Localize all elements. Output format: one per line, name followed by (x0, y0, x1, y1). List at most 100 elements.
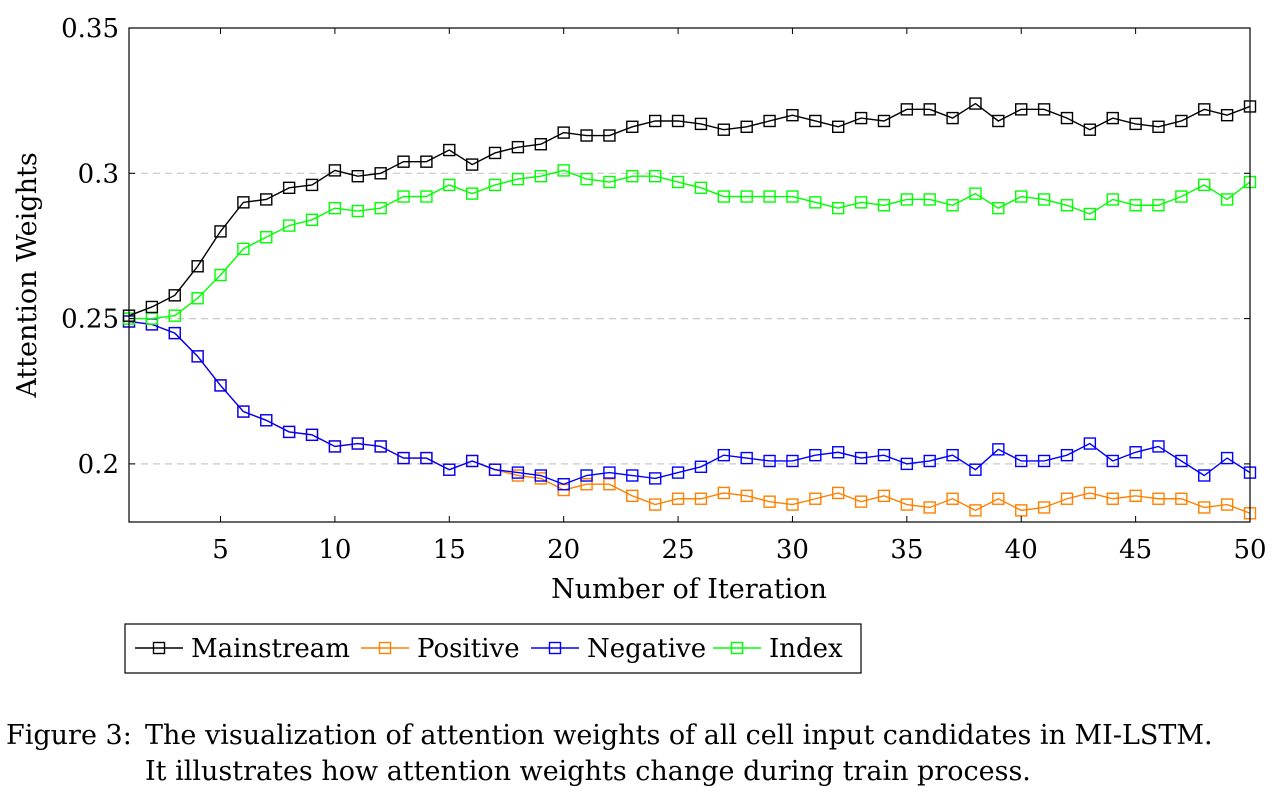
data-point (786, 498, 799, 511)
data-point (397, 451, 410, 465)
data-point (946, 111, 959, 125)
data-point (1037, 454, 1051, 468)
data-point (420, 451, 433, 465)
data-point (1220, 451, 1234, 465)
series-line (128, 320, 1251, 485)
data-point (1198, 178, 1211, 192)
data-point (1129, 199, 1142, 212)
data-point (1106, 193, 1119, 206)
data-point (763, 114, 776, 128)
data-point (877, 489, 891, 503)
data-point (786, 454, 799, 468)
y-axis-label: Attention Weights (12, 152, 43, 398)
data-point (626, 489, 639, 503)
data-point (1220, 498, 1234, 511)
data-point (992, 443, 1005, 456)
data-point (374, 201, 387, 215)
legend-label: Mainstream (191, 634, 350, 664)
plot-frame (128, 27, 1251, 523)
data-point (923, 103, 936, 116)
data-point (923, 454, 936, 468)
x-axis-ticks: 5 10 15 20 25 30 35 40 45 50 (212, 28, 1267, 565)
data-point (328, 440, 342, 453)
data-point (740, 190, 753, 203)
data-point (1015, 504, 1028, 517)
data-point (923, 501, 936, 514)
data-point (1083, 437, 1097, 450)
data-point (191, 350, 204, 363)
data-point (694, 492, 708, 505)
data-point (1060, 199, 1074, 212)
data-point (832, 486, 845, 500)
data-point (648, 169, 662, 183)
data-point (648, 114, 662, 128)
series-line (128, 320, 1251, 514)
data-point (854, 495, 868, 508)
data-point (1152, 492, 1165, 505)
data-point (1015, 103, 1028, 116)
data-point (694, 181, 708, 195)
data-point (168, 326, 181, 340)
data-point (1152, 199, 1165, 212)
data-point (397, 190, 410, 203)
data-point (1037, 103, 1051, 116)
data-point (237, 196, 250, 209)
data-point (465, 187, 479, 200)
data-point (1175, 114, 1188, 128)
data-point (854, 196, 868, 209)
data-point (671, 114, 685, 128)
data-point (809, 196, 822, 209)
data-point (191, 292, 204, 305)
data-point (809, 492, 822, 505)
caption-line-2: It illustrates how attention weights cha… (145, 756, 1031, 787)
data-point (1060, 492, 1074, 505)
legend-label: Positive (417, 634, 520, 664)
data-point (1015, 454, 1028, 468)
data-point (946, 448, 959, 462)
data-point (1175, 492, 1188, 505)
data-point (351, 437, 364, 450)
x-tick-label: 30 (776, 535, 809, 565)
data-point (1106, 111, 1119, 125)
data-point (282, 425, 296, 439)
data-point (877, 114, 891, 128)
data-point (717, 190, 731, 203)
data-point (992, 492, 1005, 505)
data-point (1129, 489, 1142, 503)
x-tick-label: 40 (1005, 535, 1038, 565)
data-point (305, 213, 319, 226)
data-point (900, 193, 914, 206)
data-point (603, 129, 616, 142)
data-point (603, 466, 616, 479)
data-point (1220, 108, 1234, 122)
data-point (282, 181, 296, 195)
y-tick-label: 0.3 (78, 159, 119, 189)
caption-text: The visualization of attention weights o… (145, 718, 1265, 790)
line-chart: 5 10 15 20 25 30 35 40 45 50 0.2 0.25 0.3 0.35 Numbe… (12, 14, 1267, 674)
data-point (717, 123, 731, 136)
data-point (1083, 123, 1097, 136)
y-axis-ticks: 0.2 0.25 0.3 0.35 (61, 14, 1250, 480)
data-point (626, 120, 639, 134)
data-point (443, 143, 456, 157)
x-tick-label: 5 (212, 535, 229, 565)
legend-marker (378, 641, 392, 655)
y-tick-label: 0.2 (78, 450, 119, 480)
data-point (1106, 454, 1119, 468)
legend-item-mainstream: Mainstream (135, 634, 350, 664)
data-point (809, 448, 822, 462)
data-point (511, 172, 525, 186)
data-point (260, 193, 273, 206)
data-point (832, 120, 845, 134)
legend-item-index: Index (713, 634, 843, 664)
legend-marker (548, 641, 562, 655)
data-point (1152, 120, 1165, 134)
data-point (168, 289, 181, 302)
data-point (877, 448, 891, 462)
data-point (374, 167, 387, 180)
legend: Mainstream Positive Negative Index (124, 623, 862, 674)
data-point (488, 463, 502, 476)
data-point (626, 169, 639, 183)
data-point (374, 440, 387, 453)
data-point (1175, 190, 1188, 203)
